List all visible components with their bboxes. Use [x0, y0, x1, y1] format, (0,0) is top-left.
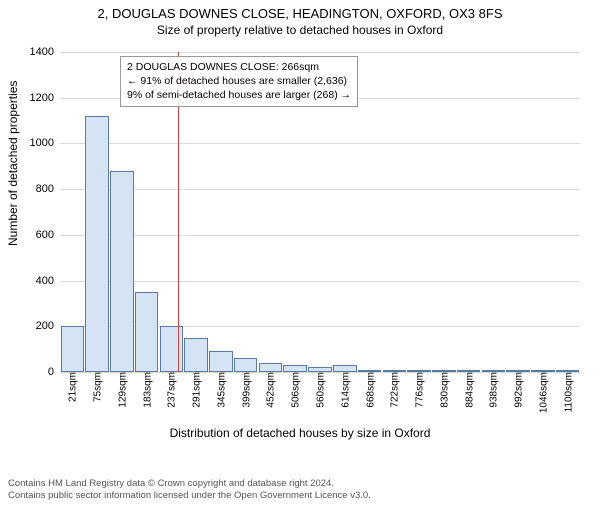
histogram-bar — [333, 365, 357, 372]
y-axis-label: Number of detached properties — [6, 81, 20, 246]
y-tick-label: 800 — [36, 183, 60, 195]
x-tick-label: 21sqm — [66, 372, 79, 402]
y-tick-label: 600 — [36, 229, 60, 241]
gridline-h — [60, 143, 580, 144]
gridline-h — [60, 281, 580, 282]
histogram-bar — [234, 358, 258, 372]
x-tick-label: 992sqm — [512, 372, 525, 408]
x-tick-label: 1100sqm — [561, 372, 574, 412]
histogram-bar — [61, 326, 85, 372]
x-tick-label: 560sqm — [314, 372, 327, 408]
histogram-bar — [209, 351, 233, 372]
chart-subtitle: Size of property relative to detached ho… — [0, 23, 600, 37]
x-axis-label: Distribution of detached houses by size … — [0, 426, 600, 440]
x-tick-label: 722sqm — [388, 372, 401, 408]
x-tick-label: 668sqm — [363, 372, 376, 408]
x-tick-label: 237sqm — [165, 372, 178, 408]
x-tick-label: 345sqm — [214, 372, 227, 408]
histogram-bar — [259, 363, 283, 372]
x-tick-label: 399sqm — [239, 372, 252, 408]
annotation-line: ← 91% of detached houses are smaller (2,… — [127, 74, 351, 88]
x-tick-label: 506sqm — [289, 372, 302, 408]
x-tick-label: 830sqm — [437, 372, 450, 408]
footer-line: Contains public sector information licen… — [8, 490, 371, 502]
x-tick-label: 183sqm — [140, 372, 153, 408]
y-tick-label: 0 — [48, 366, 60, 378]
y-tick-label: 1000 — [30, 137, 60, 149]
chart-area: Number of detached properties 0200400600… — [0, 46, 600, 446]
annotation-line: 2 DOUGLAS DOWNES CLOSE: 266sqm — [127, 60, 351, 74]
y-tick-label: 1200 — [30, 92, 60, 104]
histogram-bar — [85, 116, 109, 372]
annotation-box: 2 DOUGLAS DOWNES CLOSE: 266sqm ← 91% of … — [120, 56, 358, 107]
x-tick-label: 776sqm — [413, 372, 426, 408]
histogram-bar — [135, 292, 159, 372]
histogram-bar — [184, 338, 208, 372]
gridline-h — [60, 52, 580, 53]
gridline-h — [60, 189, 580, 190]
x-tick-label: 452sqm — [264, 372, 277, 408]
x-tick-label: 938sqm — [487, 372, 500, 408]
x-tick-label: 291sqm — [190, 372, 203, 408]
histogram-bar — [110, 171, 134, 372]
x-tick-label: 1046sqm — [536, 372, 549, 413]
x-tick-label: 614sqm — [338, 372, 351, 408]
y-tick-label: 400 — [36, 275, 60, 287]
footer-line: Contains HM Land Registry data © Crown c… — [8, 478, 371, 490]
x-tick-label: 884sqm — [462, 372, 475, 408]
histogram-bar — [283, 365, 307, 372]
gridline-h — [60, 235, 580, 236]
chart-title: 2, DOUGLAS DOWNES CLOSE, HEADINGTON, OXF… — [0, 6, 600, 21]
x-tick-label: 75sqm — [91, 372, 104, 402]
y-tick-label: 200 — [36, 320, 60, 332]
plot-region: 020040060080010001200140021sqm75sqm129sq… — [60, 52, 580, 373]
footer-text: Contains HM Land Registry data © Crown c… — [8, 478, 371, 502]
histogram-bar — [160, 326, 184, 372]
x-tick-label: 129sqm — [115, 372, 128, 408]
y-tick-label: 1400 — [30, 46, 60, 58]
annotation-line: 9% of semi-detached houses are larger (2… — [127, 88, 351, 102]
